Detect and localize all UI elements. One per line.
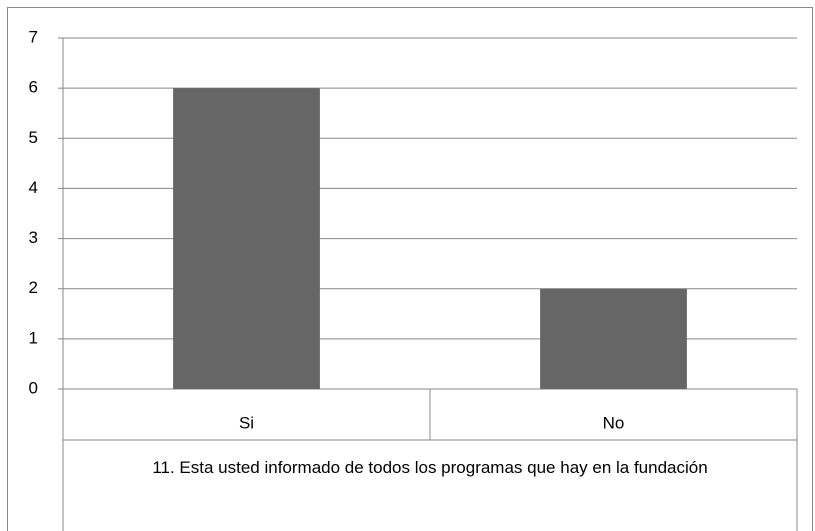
y-tick-label: 0 <box>29 378 38 397</box>
x-axis-label: 11. Esta usted informado de todos los pr… <box>152 458 708 477</box>
y-tick-label: 5 <box>29 128 38 147</box>
bar <box>173 88 320 390</box>
y-tick-label: 7 <box>29 27 38 46</box>
y-tick-label: 2 <box>29 278 38 297</box>
chart-border <box>7 7 813 531</box>
x-tick-label: No <box>603 413 625 432</box>
x-tick-label: Si <box>239 413 254 432</box>
y-tick-label: 6 <box>29 78 38 97</box>
bar <box>540 288 687 389</box>
y-tick-label: 3 <box>29 228 38 247</box>
y-tick-label: 4 <box>29 178 38 197</box>
y-tick-label: 1 <box>29 328 38 347</box>
